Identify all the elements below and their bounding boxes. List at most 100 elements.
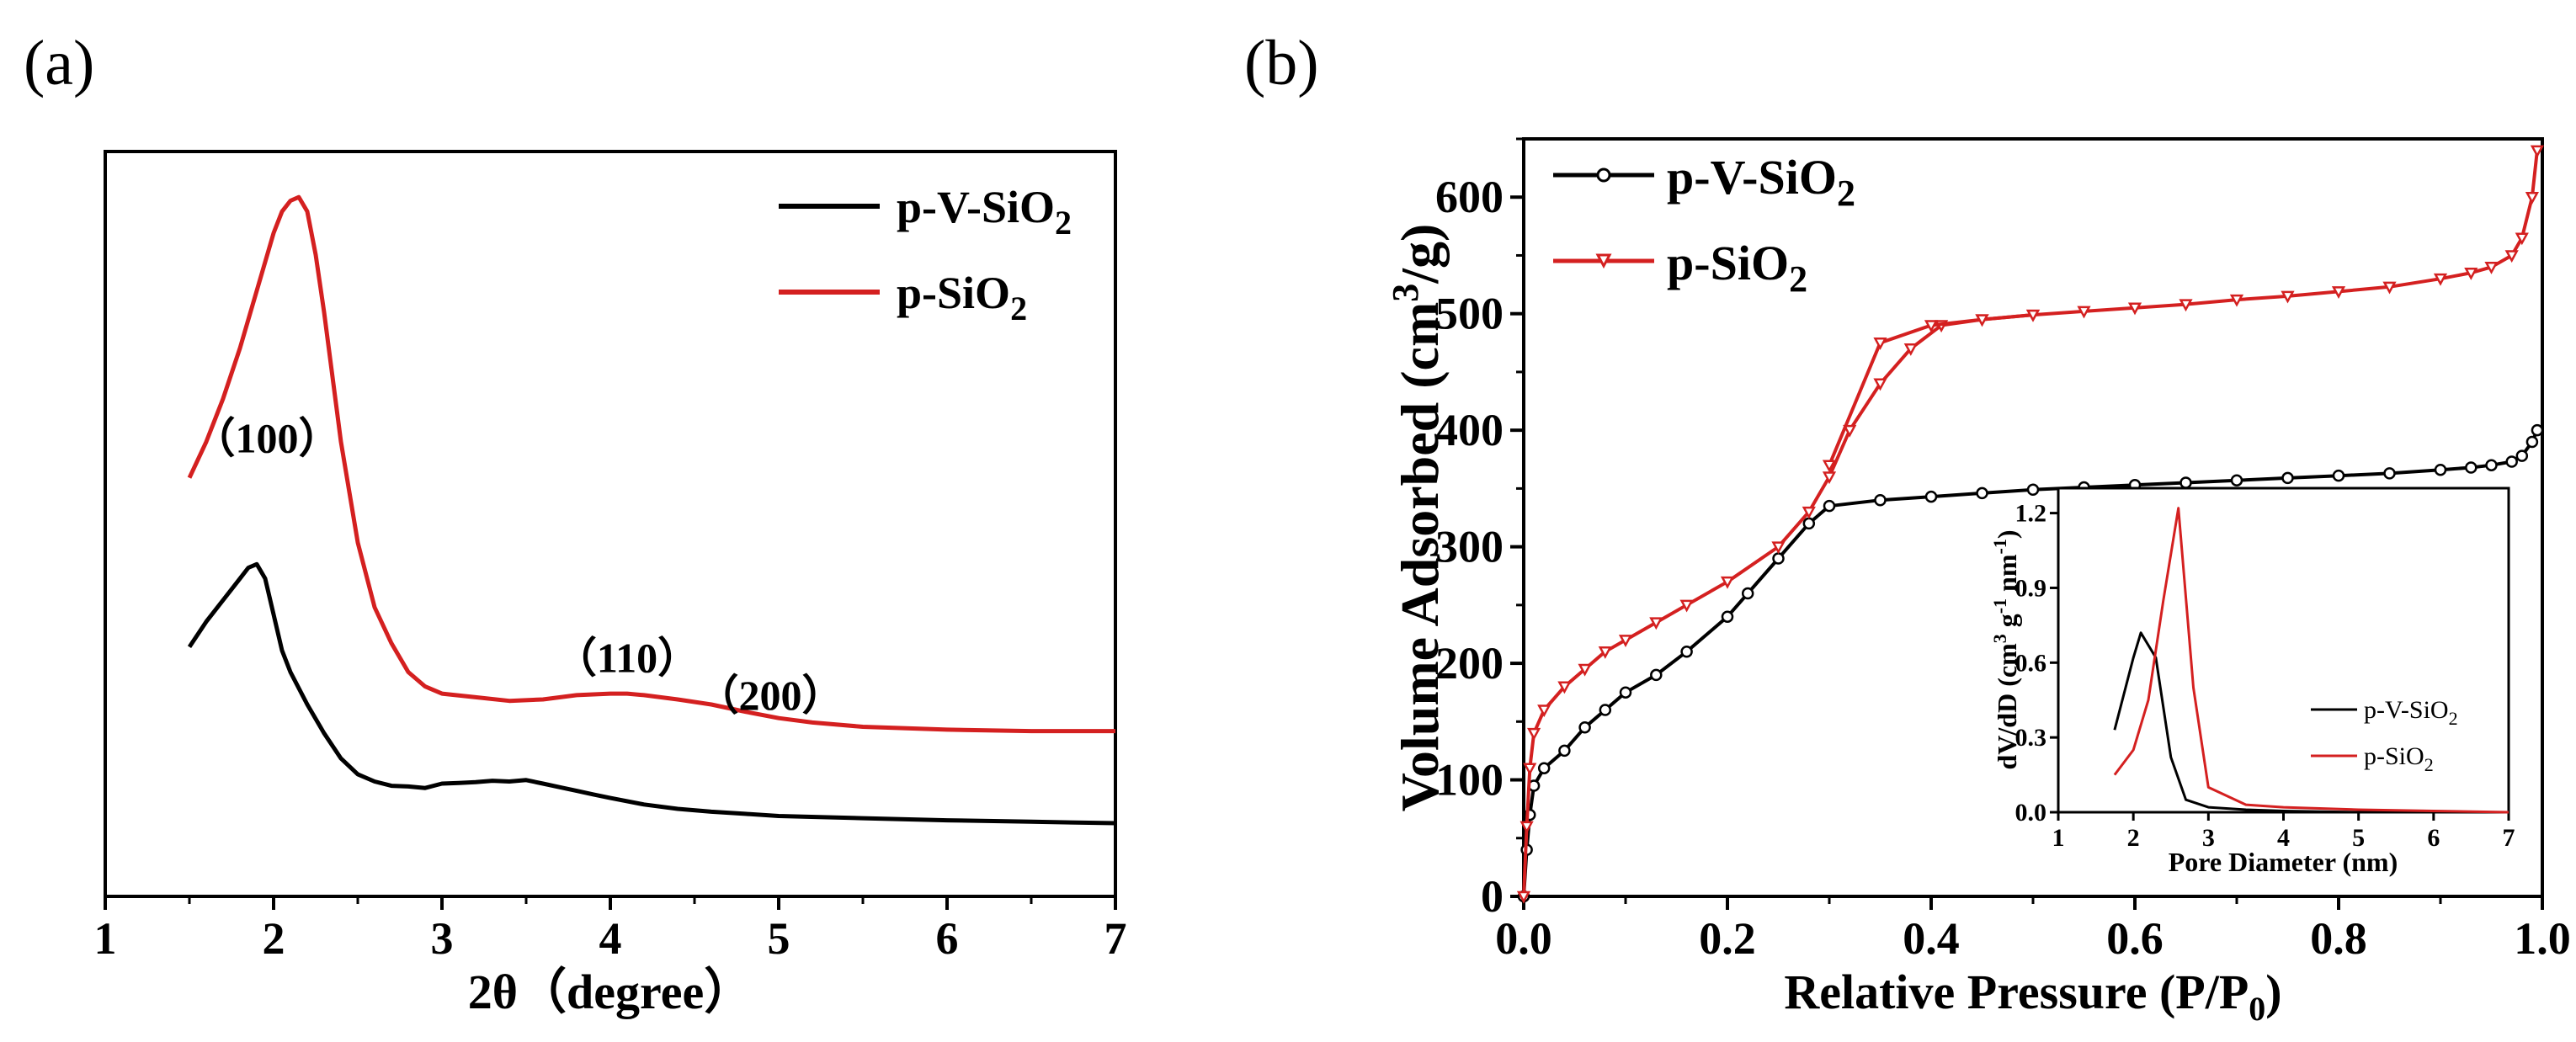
panel-b-data-point	[2434, 463, 2447, 476]
panel-b-legend-marker-1	[1596, 167, 1611, 183]
panel-b-legend-marker-2	[1595, 253, 1612, 269]
panel-b-data-point	[2531, 423, 2544, 437]
panel-b-data-point	[1721, 610, 1734, 623]
panel-b-data-point	[2179, 299, 2193, 312]
panel-b-data-point	[2525, 191, 2540, 205]
panel-b-legend: p-V-SiO2 p-SiO2	[1553, 150, 1855, 300]
panel-a-series	[187, 194, 1116, 826]
panel-a-x-tick-label: 6	[936, 913, 959, 964]
inset-x-tick-label: 5	[2352, 824, 2365, 852]
inset-x-tick-label: 6	[2427, 824, 2440, 852]
panel-b-data-point	[1802, 506, 1816, 519]
panel-a-series-line-1	[187, 561, 1116, 826]
panel-a-peak-annotation: （200）	[697, 672, 844, 719]
panel-b-data-point	[1802, 517, 1816, 530]
inset-series	[2113, 507, 2509, 814]
inset-ticks: 1 2 3 4 5 6 7 0.0 0.3 0.6 0.9 1.2	[2015, 500, 2515, 852]
panel-b-data-point	[1741, 587, 1754, 600]
panel-b-data-point	[1903, 343, 1918, 356]
panel-b-data-point	[1520, 821, 1534, 834]
panel-b-data-point	[2281, 471, 2294, 485]
panel-b-data-point	[1619, 686, 1632, 699]
inset-x-tick-label: 3	[2202, 824, 2215, 852]
panel-b-data-point	[2127, 302, 2142, 316]
panel-b-data-point	[1873, 378, 1887, 391]
inset-x-tick-label: 1	[2052, 824, 2065, 852]
panel-b-data-point	[2331, 286, 2346, 299]
panel-b-data-point	[2464, 267, 2478, 280]
panel-b-y-tick-label: 200	[1435, 638, 1504, 688]
inset-plot-frame	[2057, 486, 2510, 814]
panel-b-y-tick-label: 400	[1435, 405, 1504, 455]
panel-b-ticks: 0.0 0.2 0.4 0.6 0.8 1.0 0 100 200 300 400 500 600	[1435, 137, 2571, 964]
inset-y-tick-label: 0.0	[2015, 799, 2047, 827]
panel-b: (b) 0.0 0.2 0.4 0.6 0.8 1.0010020030040050060…	[1244, 28, 2571, 1028]
panel-b-data-point	[1720, 576, 1735, 589]
panel-b-data-point	[2025, 309, 2041, 322]
panel-b-label: (b)	[1244, 28, 1319, 98]
inset-x-axis-title: Pore Diameter (nm)	[2169, 847, 2398, 877]
panel-a-x-ticks: 1 2 3 4 5 6 7	[94, 896, 1127, 964]
panel-b-data-point	[1771, 541, 1786, 555]
panel-b-data-point	[1537, 762, 1551, 774]
panel-b-data-point	[2484, 262, 2499, 274]
inset-x-tick-label: 7	[2503, 824, 2515, 852]
panel-a-legend-label-1: p-V-SiO2	[897, 182, 1072, 242]
panel-a-label: (a)	[24, 28, 94, 98]
panel-a-peak-annotation: （110）	[555, 635, 700, 682]
inset-series-line-1	[2113, 631, 2509, 814]
inset-legend-label-1: p-V-SiO2	[2364, 696, 2458, 729]
inset-legend-label-2: p-SiO2	[2364, 742, 2434, 775]
panel-b-data-point	[1924, 490, 1938, 503]
panel-b-x-tick-label: 1.0	[2514, 913, 2571, 964]
panel-b-y-tick-label: 100	[1435, 755, 1504, 805]
panel-b-data-point	[1823, 499, 1836, 513]
panel-b-data-point	[1523, 763, 1537, 776]
panel-b-data-point	[2515, 449, 2529, 462]
inset-y-tick-label: 1.2	[2015, 500, 2047, 528]
panel-b-series-line-3	[1828, 313, 2034, 466]
panel-b-data-point	[2077, 306, 2091, 319]
panel-b-series-line-1	[1522, 429, 2539, 897]
panel-b-series	[1516, 145, 2545, 904]
panel-b-data-point	[1598, 646, 1612, 659]
panel-b-data-point	[1516, 890, 1531, 904]
panel-b-data-point	[1976, 486, 1988, 500]
panel-b-data-point	[1975, 314, 1989, 327]
panel-b-data-point	[2332, 469, 2345, 482]
panel-b-data-point	[1679, 599, 1694, 613]
panel-a-x-tick-label: 4	[599, 913, 622, 964]
panel-b-data-point	[2433, 273, 2448, 286]
panel-b-legend-label-2: p-SiO2	[1667, 236, 1807, 300]
panel-b-data-point	[1873, 338, 1887, 350]
panel-b-data-point	[2505, 455, 2518, 468]
panel-b-y-tick-label: 300	[1435, 522, 1504, 572]
panel-b-y-axis-title: Volume Adsorbed (cm3/g)	[1385, 224, 1450, 812]
panel-b-data-point	[2383, 467, 2396, 480]
inset-y-tick-label: 0.3	[2015, 724, 2047, 752]
panel-a-legend: p-V-SiO2 p-SiO2	[779, 182, 1072, 327]
panel-b-data-point	[1650, 668, 1663, 682]
panel-b-data-point	[2281, 290, 2295, 304]
panel-a-series-line-2	[187, 194, 1115, 734]
panel-a-legend-label-2: p-SiO2	[897, 268, 1027, 327]
panel-b-data-point	[2382, 281, 2397, 295]
panel-b-data-point	[2230, 474, 2243, 486]
panel-b-data-point	[1618, 635, 1633, 647]
panel-b-data-point	[1680, 645, 1693, 658]
panel-b-inset: 1 2 3 4 5 6 7 0.0 0.3 0.6 0.9 1.2 Pore Diameter (nm…	[1989, 486, 2515, 877]
inset-legend: p-V-SiO2 p-SiO2	[2311, 696, 2458, 775]
panel-b-data-point	[2504, 250, 2519, 263]
panel-a: (a) 1 2 3 4 5 6 7 2θ（degree） p-V-SiO2 p-SiO2 （…	[24, 28, 1127, 1019]
panel-b-y-tick-label: 0	[1481, 871, 1504, 922]
panel-b-data-point	[1772, 552, 1785, 565]
panel-b-data-point	[1537, 704, 1551, 718]
panel-b-data-point	[1557, 681, 1572, 694]
inset-x-tick-label: 2	[2127, 824, 2140, 852]
panel-b-data-point	[2026, 483, 2040, 497]
panel-a-x-tick-label: 3	[431, 913, 454, 964]
panel-b-data-point	[2525, 435, 2539, 449]
inset-y-tick-label: 0.9	[2015, 574, 2047, 602]
